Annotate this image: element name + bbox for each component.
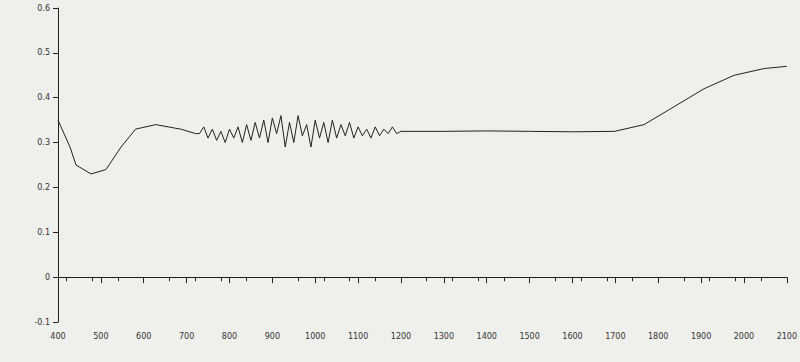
- svg-text:1200: 1200: [391, 332, 411, 341]
- svg-text:500: 500: [93, 332, 108, 341]
- svg-text:1000: 1000: [305, 332, 325, 341]
- svg-text:1300: 1300: [434, 332, 454, 341]
- svg-text:0.4: 0.4: [37, 93, 50, 102]
- svg-text:2000: 2000: [734, 332, 754, 341]
- svg-text:0.2: 0.2: [37, 183, 50, 192]
- svg-text:1800: 1800: [648, 332, 668, 341]
- svg-text:0: 0: [45, 273, 50, 282]
- svg-text:1100: 1100: [348, 332, 368, 341]
- svg-text:0.1: 0.1: [37, 228, 50, 237]
- svg-text:0.6: 0.6: [37, 4, 50, 13]
- svg-text:0.3: 0.3: [37, 138, 50, 147]
- svg-text:1500: 1500: [519, 332, 539, 341]
- svg-text:900: 900: [265, 332, 280, 341]
- svg-text:1400: 1400: [477, 332, 497, 341]
- svg-text:1900: 1900: [691, 332, 711, 341]
- svg-text:600: 600: [136, 332, 151, 341]
- svg-text:-0.1: -0.1: [34, 318, 50, 327]
- svg-text:0.5: 0.5: [37, 48, 50, 57]
- svg-text:400: 400: [50, 332, 65, 341]
- svg-text:800: 800: [222, 332, 237, 341]
- svg-text:1600: 1600: [562, 332, 582, 341]
- svg-text:2100: 2100: [777, 332, 797, 341]
- svg-text:700: 700: [179, 332, 194, 341]
- svg-text:1700: 1700: [605, 332, 625, 341]
